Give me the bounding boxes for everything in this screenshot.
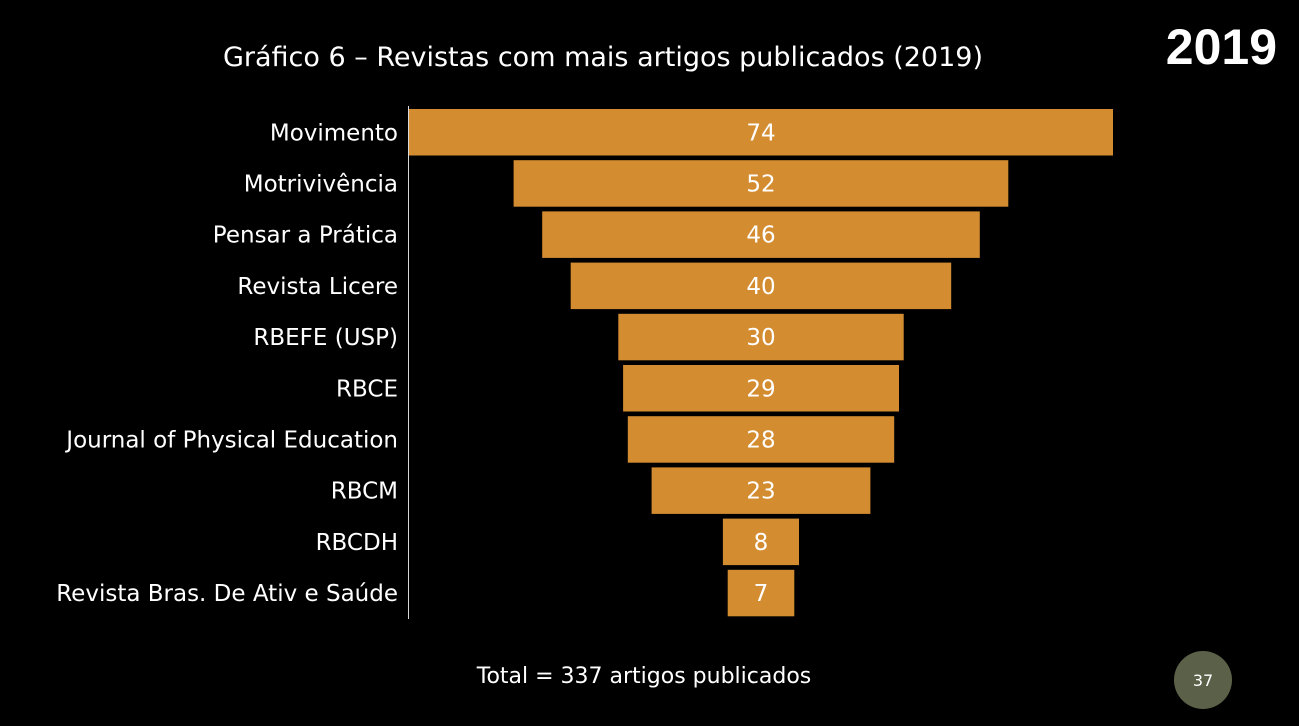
category-label-9: Revista Bras. De Ativ e Saúde [56,581,398,607]
labels-layer: 74 Movimento 52 Motrivivência 46 Pensar a Prá… [56,120,775,607]
value-label-2: 46 [746,223,775,249]
value-label-4: 30 [746,325,775,351]
chart-title: Gráfico 6 – Revistas com mais artigos pu… [222,42,983,73]
bar-3 [570,262,952,310]
value-label-1: 52 [746,171,775,197]
category-label-7: RBCM [331,479,398,505]
bar-8 [722,518,799,566]
category-label-2: Pensar a Prática [213,223,398,249]
total-note: Total = 337 artigos publicados [476,664,812,689]
category-label-8: RBCDH [316,530,398,556]
bars-layer [409,109,1113,617]
value-label-5: 29 [746,376,775,402]
page-number-badge: 37 [1174,651,1232,709]
bar-0 [409,109,1113,156]
bar-5 [623,365,899,412]
value-label-0: 74 [746,120,775,146]
year-badge: 2019 [1165,19,1277,75]
value-label-6: 28 [746,428,775,454]
category-label-5: RBCE [336,376,398,402]
category-label-0: Movimento [270,120,398,146]
value-label-8: 8 [754,530,769,556]
bar-6 [627,416,895,463]
bar-9 [727,569,795,617]
category-label-3: Revista Licere [237,274,398,300]
bar-1 [513,160,1009,207]
bar-7 [651,467,871,514]
category-label-6: Journal of Physical Education [64,428,398,454]
category-label-4: RBEFE (USP) [253,325,398,351]
category-label-1: Motrivivência [244,171,398,197]
bar-4 [618,313,904,361]
value-label-9: 7 [754,581,769,607]
value-label-7: 23 [746,479,775,505]
bar-2 [542,211,980,258]
value-label-3: 40 [746,274,775,300]
